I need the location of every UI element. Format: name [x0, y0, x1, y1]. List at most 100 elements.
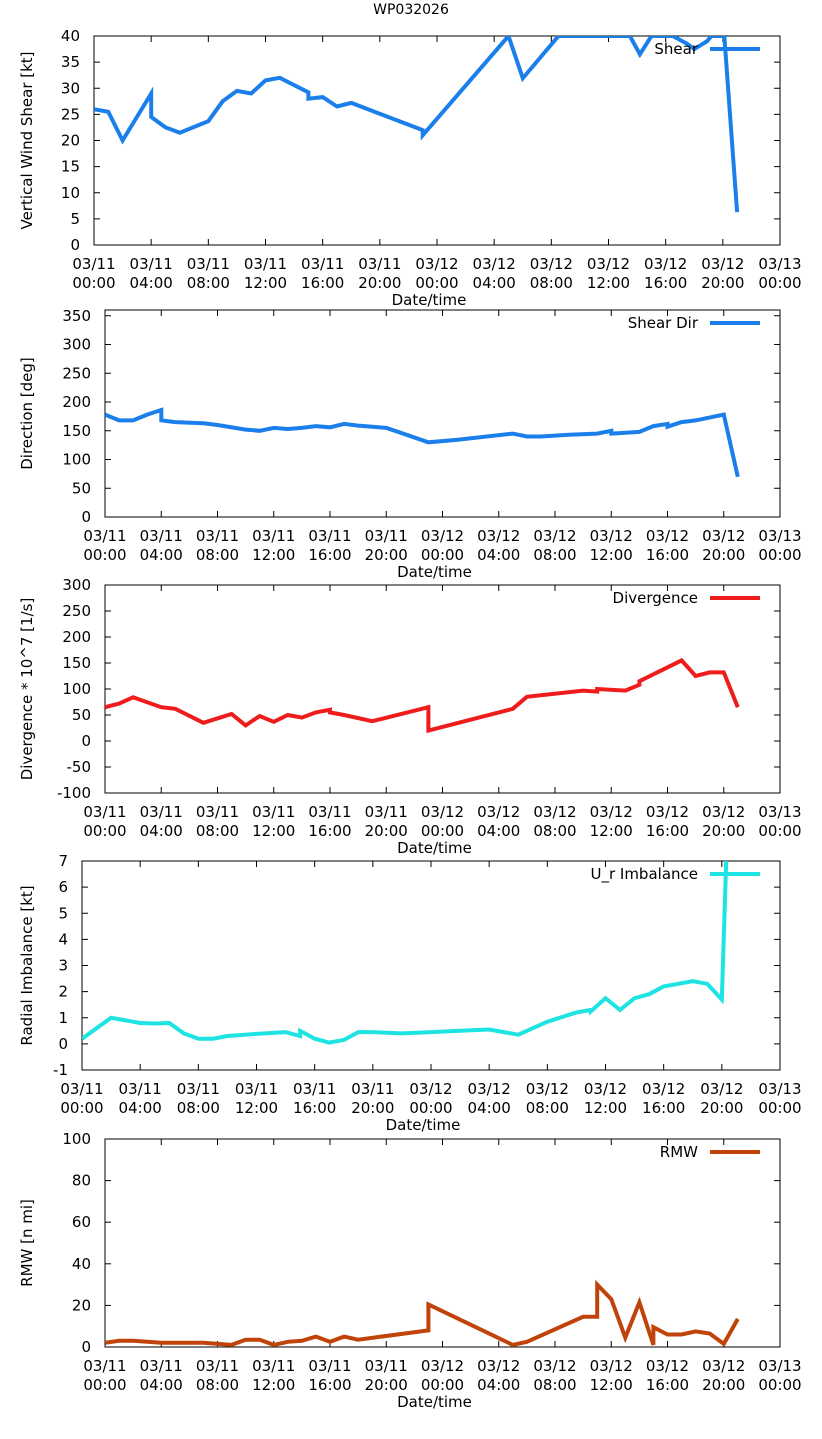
y-tick-label: 1 [58, 1009, 68, 1027]
x-tick-label-time: 08:00 [196, 1376, 239, 1394]
y-tick-label: 0 [58, 1035, 68, 1053]
x-tick-label-time: 16:00 [301, 274, 344, 292]
x-tick-label-date: 03/12 [477, 527, 520, 545]
y-tick-label: 4 [58, 930, 68, 948]
y-tick-label: 20 [72, 1296, 91, 1314]
x-tick-label-date: 03/11 [140, 803, 183, 821]
y-tick-label: 35 [61, 53, 80, 71]
plot-frame [104, 1138, 781, 1348]
y-tick-label: 200 [62, 393, 91, 411]
y-tick-label: 0 [81, 732, 91, 750]
chart-panel-3: -100-5005010015020025030003/1100:0003/11… [18, 576, 802, 857]
x-tick-label-time: 12:00 [235, 1099, 278, 1117]
x-tick-label-time: 12:00 [252, 546, 295, 564]
y-tick-label: 5 [70, 210, 80, 228]
x-tick-label-time: 20:00 [365, 1376, 408, 1394]
x-tick-label-date: 03/11 [130, 255, 173, 273]
x-tick-label-date: 03/13 [758, 1357, 801, 1375]
legend-label: RMW [660, 1143, 698, 1161]
series-line-shear-dir [105, 407, 740, 478]
x-tick-label-date: 03/12 [468, 1080, 511, 1098]
x-tick-label-time: 16:00 [644, 274, 687, 292]
y-tick-label: 3 [58, 957, 68, 975]
x-tick-label-time: 04:00 [477, 822, 520, 840]
chart-panel-2: 05010015020025030035003/1100:0003/1104:0… [18, 307, 802, 581]
x-tick-label-date: 03/12 [530, 255, 573, 273]
x-tick-label-date: 03/12 [421, 1357, 464, 1375]
y-axis-label: Direction [deg] [18, 357, 36, 470]
x-tick-label-date: 03/12 [533, 1357, 576, 1375]
x-tick-label-time: 12:00 [252, 1376, 295, 1394]
x-tick-label-time: 00:00 [421, 1376, 464, 1394]
x-tick-label-time: 12:00 [590, 822, 633, 840]
x-tick-label-time: 00:00 [421, 546, 464, 564]
y-tick-label: 300 [62, 336, 91, 354]
x-tick-label-time: 00:00 [60, 1099, 103, 1117]
x-axis-label: Date/time [386, 1116, 461, 1134]
x-tick-label-time: 00:00 [83, 822, 126, 840]
y-axis-label: Divergence * 10^7 [1/s] [18, 598, 36, 781]
y-tick-label: 50 [72, 479, 91, 497]
x-tick-label-date: 03/12 [646, 803, 689, 821]
x-tick-label-date: 03/12 [473, 255, 516, 273]
x-tick-label-date: 03/11 [252, 803, 295, 821]
x-tick-label-time: 00:00 [72, 274, 115, 292]
series-line-divergence [105, 657, 740, 734]
x-tick-label-time: 12:00 [590, 1376, 633, 1394]
x-tick-label-date: 03/12 [646, 527, 689, 545]
x-tick-label-date: 03/11 [72, 255, 115, 273]
y-tick-label: -1 [53, 1061, 68, 1079]
x-tick-label-date: 03/12 [587, 255, 630, 273]
x-tick-label-date: 03/12 [409, 1080, 452, 1098]
x-tick-label-time: 16:00 [646, 822, 689, 840]
x-tick-label-time: 08:00 [533, 1376, 576, 1394]
x-axis-label: Date/time [397, 1393, 472, 1411]
y-tick-label: 150 [62, 422, 91, 440]
y-tick-label: 40 [61, 27, 80, 45]
x-tick-label-date: 03/11 [252, 1357, 295, 1375]
x-tick-label-date: 03/13 [758, 527, 801, 545]
y-tick-label: 0 [70, 236, 80, 254]
y-tick-label: 200 [62, 628, 91, 646]
x-tick-label-date: 03/11 [187, 255, 230, 273]
x-tick-label-time: 16:00 [646, 546, 689, 564]
x-tick-label-time: 04:00 [140, 822, 183, 840]
x-tick-label-date: 03/12 [700, 1080, 743, 1098]
y-tick-label: 40 [72, 1255, 91, 1273]
x-tick-label-time: 20:00 [700, 1099, 743, 1117]
x-tick-label-time: 16:00 [308, 1376, 351, 1394]
x-tick-label-time: 16:00 [308, 546, 351, 564]
x-tick-label-time: 12:00 [587, 274, 630, 292]
x-tick-label-time: 20:00 [365, 546, 408, 564]
x-tick-label-time: 20:00 [702, 546, 745, 564]
y-tick-label: 6 [58, 878, 68, 896]
legend-label: U_r Imbalance [590, 865, 698, 884]
y-tick-label: 10 [61, 184, 80, 202]
x-tick-label-date: 03/12 [533, 527, 576, 545]
y-tick-label: 350 [62, 307, 91, 325]
x-tick-label-date: 03/11 [308, 1357, 351, 1375]
x-tick-label-date: 03/11 [365, 803, 408, 821]
y-tick-label: -50 [67, 758, 92, 776]
y-tick-label: 150 [62, 654, 91, 672]
x-tick-label-time: 08:00 [187, 274, 230, 292]
x-tick-label-time: 12:00 [252, 822, 295, 840]
y-axis-label: RMW [n mi] [18, 1199, 36, 1287]
y-tick-label: 25 [61, 105, 80, 123]
x-tick-label-time: 20:00 [702, 1376, 745, 1394]
y-tick-label: -100 [57, 784, 91, 802]
x-tick-label-time: 16:00 [293, 1099, 336, 1117]
x-tick-label-time: 00:00 [415, 274, 458, 292]
plot-frame [81, 860, 781, 1071]
legend-label: Divergence [613, 589, 698, 607]
y-tick-label: 20 [61, 132, 80, 150]
x-tick-label-time: 20:00 [701, 274, 744, 292]
x-tick-label-time: 04:00 [130, 274, 173, 292]
x-tick-label-time: 04:00 [140, 546, 183, 564]
x-tick-label-date: 03/12 [646, 1357, 689, 1375]
x-tick-label-date: 03/11 [365, 527, 408, 545]
y-tick-label: 5 [58, 904, 68, 922]
page-title: WP032026 [373, 2, 449, 18]
x-tick-label-date: 03/11 [196, 803, 239, 821]
